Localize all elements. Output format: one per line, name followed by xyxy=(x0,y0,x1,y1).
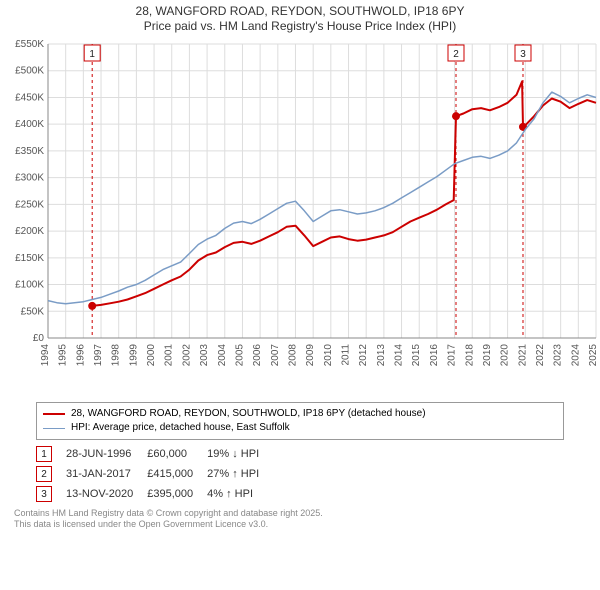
svg-text:2024: 2024 xyxy=(570,344,581,367)
svg-text:2006: 2006 xyxy=(252,344,263,367)
legend: 28, WANGFORD ROAD, REYDON, SOUTHWOLD, IP… xyxy=(36,402,564,440)
svg-text:1995: 1995 xyxy=(58,344,69,367)
svg-text:1999: 1999 xyxy=(128,344,139,367)
event-row: 3 13-NOV-2020£395,0004% ↑ HPI xyxy=(36,484,273,504)
svg-text:2007: 2007 xyxy=(270,344,281,367)
legend-row: HPI: Average price, detached house, East… xyxy=(43,421,557,435)
event-price: £60,000 xyxy=(147,444,207,464)
svg-text:2014: 2014 xyxy=(394,344,405,367)
svg-text:£400K: £400K xyxy=(15,119,44,130)
svg-text:1997: 1997 xyxy=(93,344,104,367)
event-price: £415,000 xyxy=(147,464,207,484)
svg-text:2018: 2018 xyxy=(464,344,475,367)
event-price: £395,000 xyxy=(147,484,207,504)
event-number-box: 1 xyxy=(36,446,52,462)
svg-text:£350K: £350K xyxy=(15,146,44,157)
legend-swatch xyxy=(43,413,65,415)
svg-text:2009: 2009 xyxy=(305,344,316,367)
svg-text:£150K: £150K xyxy=(15,253,44,264)
svg-text:£100K: £100K xyxy=(15,280,44,291)
legend-label: 28, WANGFORD ROAD, REYDON, SOUTHWOLD, IP… xyxy=(71,407,426,421)
svg-text:2012: 2012 xyxy=(358,344,369,367)
line-chart-svg: £0 £50K £100K £150K £200K £250K £300K £350K £400… xyxy=(6,38,600,398)
svg-text:£50K: £50K xyxy=(21,306,45,317)
event-row: 1 28-JUN-1996£60,00019% ↓ HPI xyxy=(36,444,273,464)
event-date: 28-JUN-1996 xyxy=(66,444,147,464)
svg-text:2001: 2001 xyxy=(164,344,175,367)
event-pct: 27% ↑ HPI xyxy=(207,464,273,484)
svg-text:2005: 2005 xyxy=(234,344,245,367)
title-line1: 28, WANGFORD ROAD, REYDON, SOUTHWOLD, IP… xyxy=(6,4,594,19)
svg-text:2023: 2023 xyxy=(553,344,564,367)
event-number-box: 3 xyxy=(36,486,52,502)
legend-row: 28, WANGFORD ROAD, REYDON, SOUTHWOLD, IP… xyxy=(43,407,557,421)
footer-line1: Contains HM Land Registry data © Crown c… xyxy=(14,508,586,519)
footer-note: Contains HM Land Registry data © Crown c… xyxy=(6,506,594,530)
svg-text:2022: 2022 xyxy=(535,344,546,367)
svg-text:2017: 2017 xyxy=(447,344,458,367)
svg-text:3: 3 xyxy=(520,49,526,60)
legend-label: HPI: Average price, detached house, East… xyxy=(71,421,290,435)
svg-text:2004: 2004 xyxy=(217,344,228,367)
svg-text:£450K: £450K xyxy=(15,92,44,103)
event-pct: 19% ↓ HPI xyxy=(207,444,273,464)
svg-text:2013: 2013 xyxy=(376,344,387,367)
svg-text:2020: 2020 xyxy=(500,344,511,367)
event-row: 2 31-JAN-2017£415,00027% ↑ HPI xyxy=(36,464,273,484)
svg-text:£500K: £500K xyxy=(15,66,44,77)
svg-text:1994: 1994 xyxy=(40,344,51,367)
event-pct: 4% ↑ HPI xyxy=(207,484,273,504)
footer-line2: This data is licensed under the Open Gov… xyxy=(14,519,586,530)
svg-text:2003: 2003 xyxy=(199,344,210,367)
title-line2: Price paid vs. HM Land Registry's House … xyxy=(6,19,594,34)
svg-text:2010: 2010 xyxy=(323,344,334,367)
svg-text:1996: 1996 xyxy=(75,344,86,367)
svg-text:2016: 2016 xyxy=(429,344,440,367)
svg-text:1998: 1998 xyxy=(111,344,122,367)
svg-text:2015: 2015 xyxy=(411,344,422,367)
svg-text:2: 2 xyxy=(453,49,459,60)
event-date: 31-JAN-2017 xyxy=(66,464,147,484)
title-block: 28, WANGFORD ROAD, REYDON, SOUTHWOLD, IP… xyxy=(6,4,594,34)
events-table: 1 28-JUN-1996£60,00019% ↓ HPI 2 31-JAN-2017… xyxy=(36,444,273,504)
svg-text:2025: 2025 xyxy=(588,344,599,367)
svg-text:2002: 2002 xyxy=(181,344,192,367)
svg-text:1: 1 xyxy=(89,49,95,60)
svg-text:£250K: £250K xyxy=(15,199,44,210)
chart-area: £0 £50K £100K £150K £200K £250K £300K £350K £400… xyxy=(6,38,594,398)
legend-swatch xyxy=(43,428,65,429)
event-number-box: 2 xyxy=(36,466,52,482)
svg-text:2021: 2021 xyxy=(517,344,528,367)
svg-text:2008: 2008 xyxy=(287,344,298,367)
svg-text:£200K: £200K xyxy=(15,226,44,237)
chart-container: 28, WANGFORD ROAD, REYDON, SOUTHWOLD, IP… xyxy=(0,0,600,590)
svg-text:2011: 2011 xyxy=(341,344,352,366)
event-date: 13-NOV-2020 xyxy=(66,484,147,504)
svg-text:£0: £0 xyxy=(33,333,45,344)
svg-text:2019: 2019 xyxy=(482,344,493,367)
svg-text:£550K: £550K xyxy=(15,39,44,50)
svg-text:2000: 2000 xyxy=(146,344,157,367)
svg-text:£300K: £300K xyxy=(15,173,44,184)
